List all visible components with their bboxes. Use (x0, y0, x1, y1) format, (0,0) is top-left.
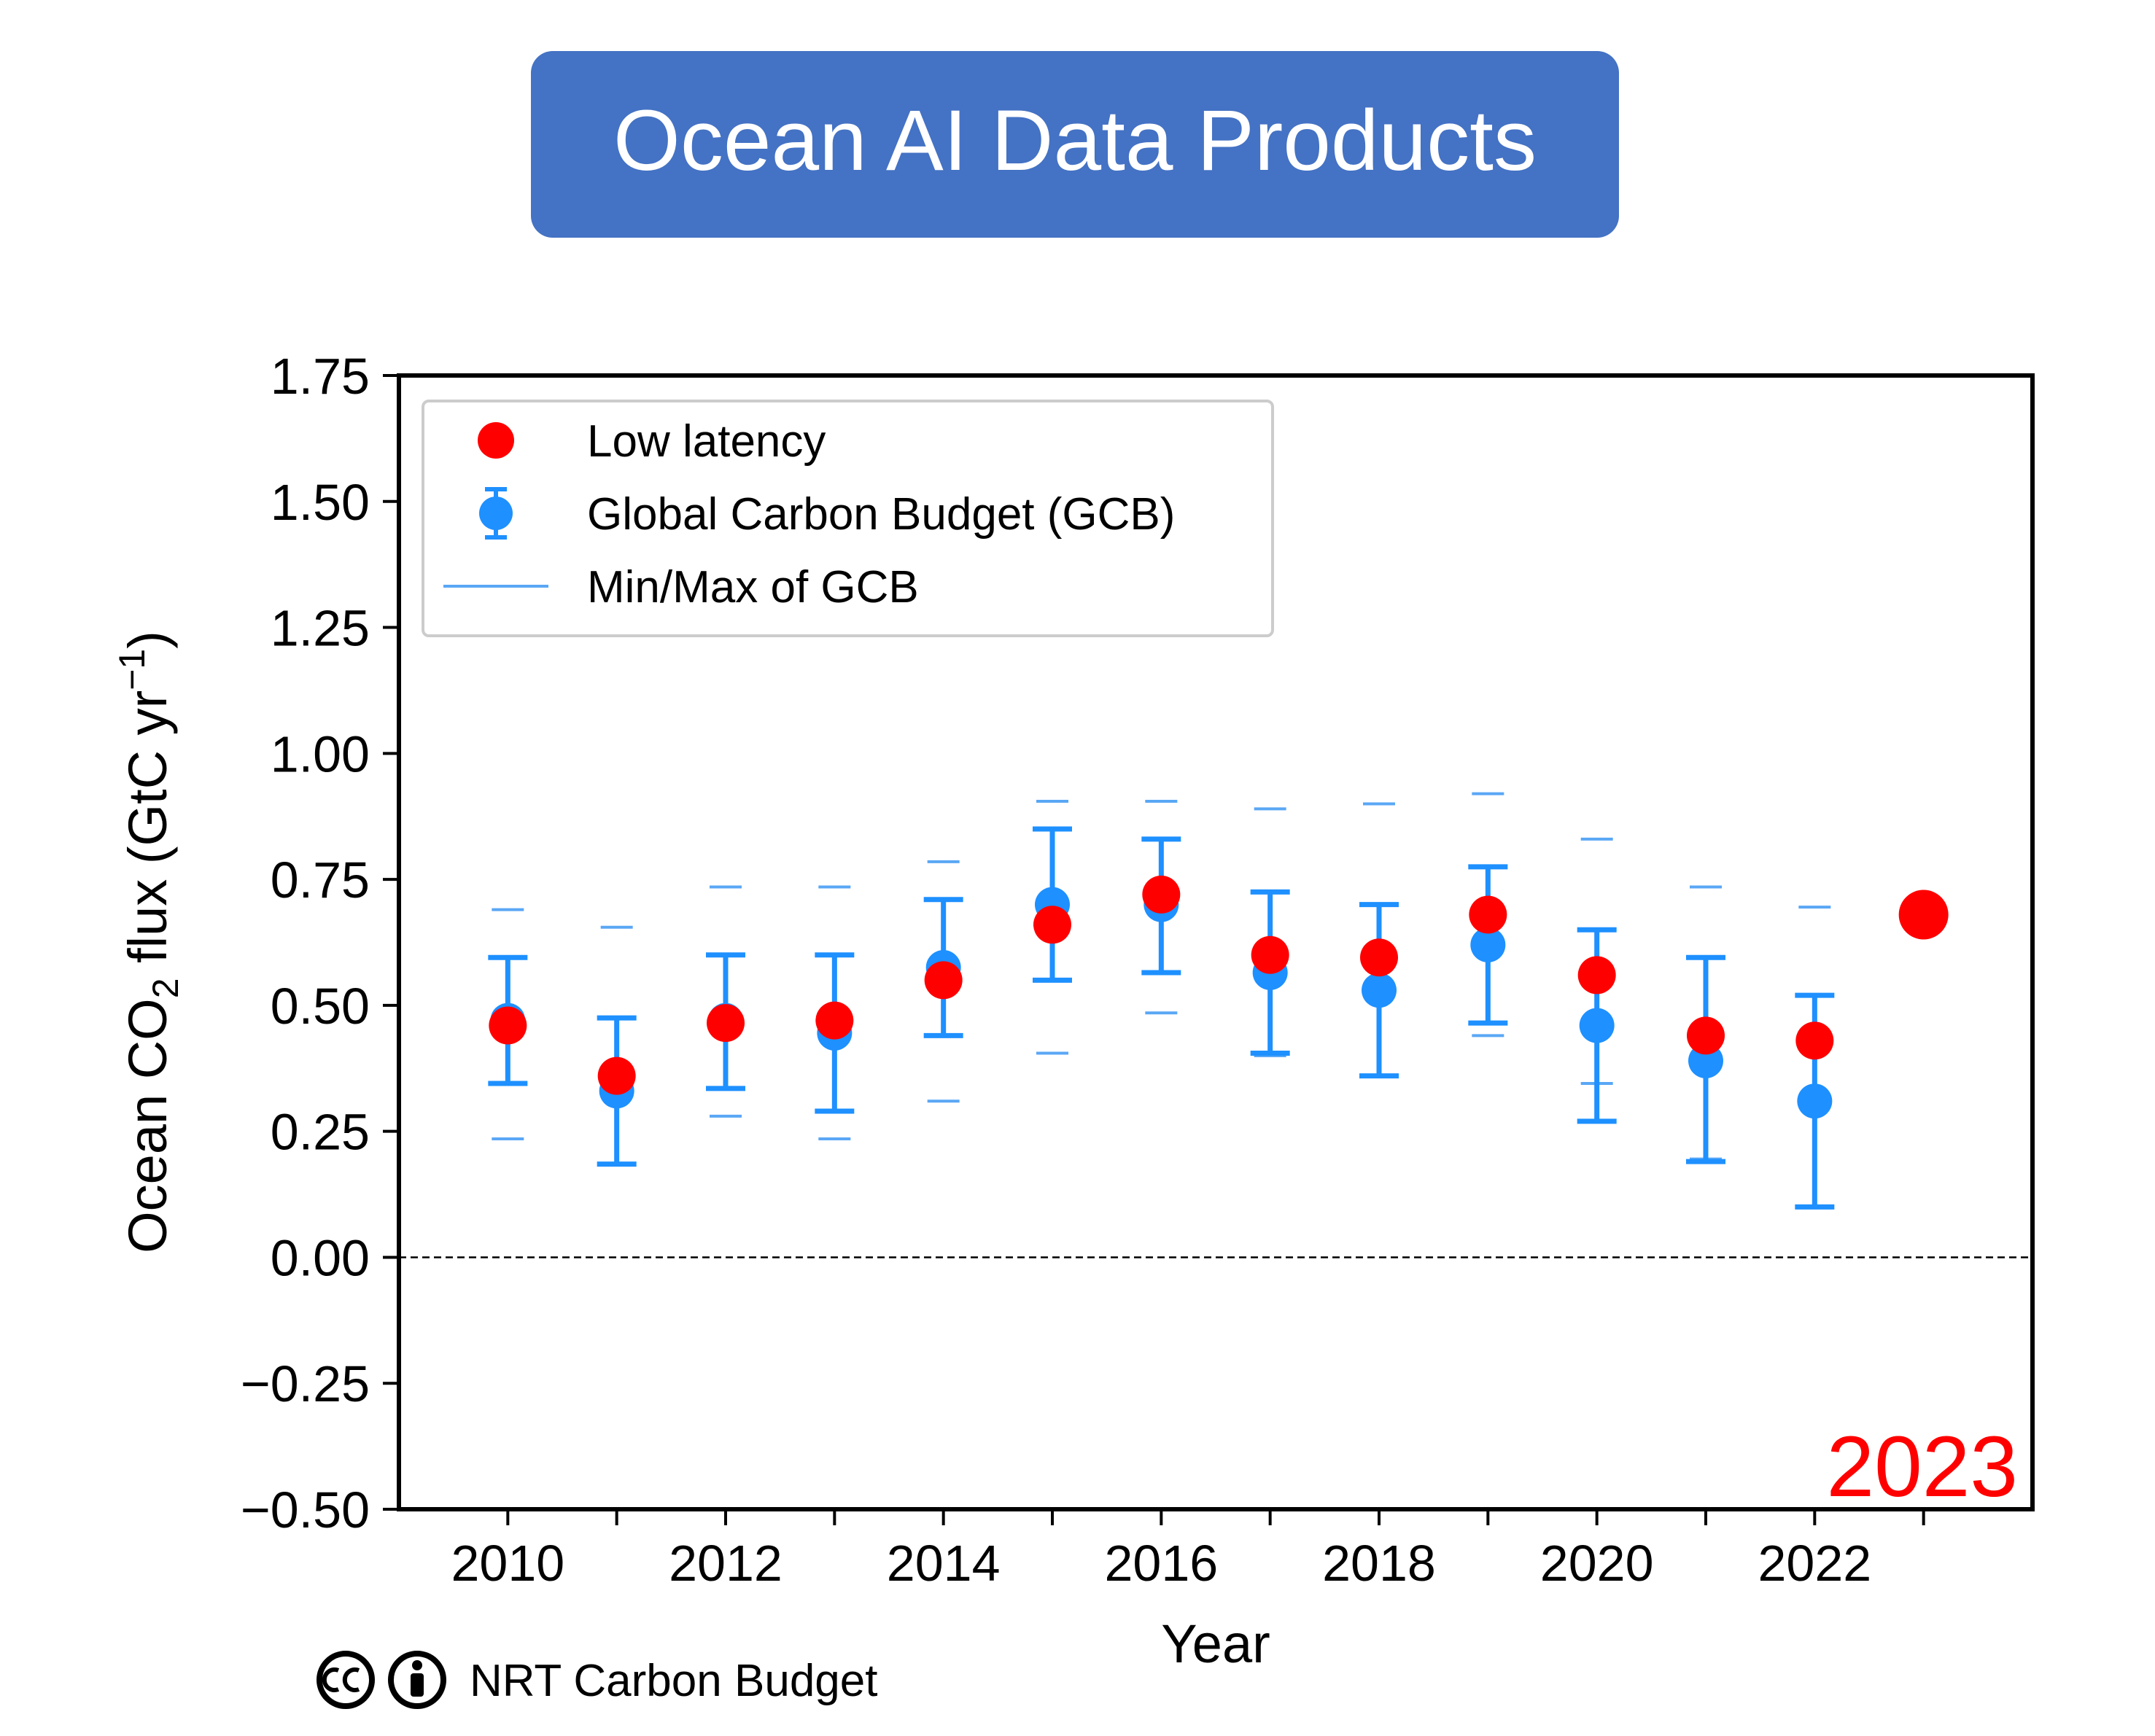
legend-marker-gcb (479, 497, 513, 530)
cc-icon-c-right (342, 1667, 360, 1692)
low-latency-point (1360, 938, 1398, 977)
y-axis-label-pre: Ocean CO (117, 998, 178, 1253)
gcb-point (1470, 927, 1506, 962)
legend-entry-minmax: Min/Max of GCB (443, 562, 919, 612)
x-axis-ticks: 2010 2012 2014 2016 2018 2020 2022 (451, 1509, 1925, 1592)
gcb-point (1362, 973, 1397, 1008)
low-latency-point (1033, 906, 1071, 944)
low-latency-point (489, 1006, 527, 1045)
y-tick-label: −0.25 (241, 1355, 370, 1412)
y-tick-label: 1.25 (271, 600, 370, 657)
y-tick-label: 1.75 (271, 348, 370, 405)
legend-label-minmax: Min/Max of GCB (587, 562, 919, 612)
y-tick-label: 0.25 (271, 1104, 370, 1161)
low-latency-point (1687, 1016, 1725, 1055)
y-tick-label: 0.75 (271, 852, 370, 908)
attribution-icon-body (411, 1673, 424, 1697)
title-badge-text: Ocean AI Data Products (613, 93, 1537, 189)
legend-frame (422, 400, 1274, 637)
y-tick-label: 1.50 (271, 474, 370, 531)
cc-icon (317, 1651, 375, 1709)
y-axis-label-post: ) (117, 631, 178, 649)
x-axis-label: Year (1161, 1614, 1270, 1674)
low-latency-point (815, 1001, 854, 1040)
y-tick-label: 0.00 (271, 1229, 370, 1286)
legend-marker-low-latency (478, 422, 514, 459)
title-badge-background (531, 51, 1619, 238)
low-latency-point (1795, 1021, 1834, 1060)
gcb-point (1797, 1083, 1833, 1119)
y-tick-label: 0.50 (271, 978, 370, 1035)
low-latency-point (707, 1004, 745, 1043)
year-annotation: 2023 (1826, 1419, 2018, 1515)
y-axis-ticks: −0.50 −0.25 0.00 0.25 0.50 0.75 1.00 1.25 1.50 1.… (241, 348, 399, 1538)
footer-license: NRT Carbon Budget (317, 1651, 877, 1709)
low-latency-points-layer (489, 875, 1949, 1095)
y-axis-label-mid: flux (GtC yr (117, 690, 178, 978)
x-tick-label: 2016 (1104, 1535, 1218, 1592)
gcb-point (1579, 1008, 1615, 1043)
y-axis-label: Ocean CO2 flux (GtC yr−1) (112, 631, 186, 1253)
attribution-icon-head (412, 1660, 422, 1670)
cc-icon-c-left (322, 1667, 340, 1692)
low-latency-point (597, 1056, 636, 1095)
y-tick-label: 1.00 (271, 725, 370, 782)
y-axis-label-sup: −1 (112, 649, 152, 690)
attribution-icon (388, 1651, 446, 1709)
y-axis-label-sub: 2 (145, 978, 186, 998)
x-tick-label: 2022 (1758, 1535, 1871, 1592)
minmax-markers-layer (492, 792, 1831, 1209)
legend-entry-gcb: Global Carbon Budget (GCB) (479, 487, 1175, 540)
x-tick-label: 2018 (1322, 1535, 1436, 1592)
x-tick-label: 2014 (887, 1535, 1001, 1592)
x-tick-label: 2010 (451, 1535, 564, 1592)
low-latency-point (1469, 895, 1507, 934)
legend-entry-low-latency: Low latency (478, 416, 826, 467)
y-tick-label: −0.50 (241, 1482, 370, 1538)
low-latency-point (1577, 956, 1616, 994)
legend: Low latency Global Carbon Budget (GCB) M… (422, 400, 1274, 637)
legend-label-gcb: Global Carbon Budget (GCB) (587, 489, 1175, 540)
low-latency-point (1142, 875, 1181, 914)
footer-license-text: NRT Carbon Budget (470, 1656, 877, 1706)
x-tick-label: 2012 (669, 1535, 783, 1592)
plot-frame (397, 373, 2035, 1511)
title-badge: Ocean AI Data Products (531, 51, 1619, 238)
low-latency-point (924, 961, 963, 1000)
x-tick-label: 2020 (1540, 1535, 1654, 1592)
low-latency-point (1251, 935, 1289, 974)
low-latency-point-highlight (1898, 890, 1949, 940)
legend-label-low-latency: Low latency (587, 416, 826, 467)
